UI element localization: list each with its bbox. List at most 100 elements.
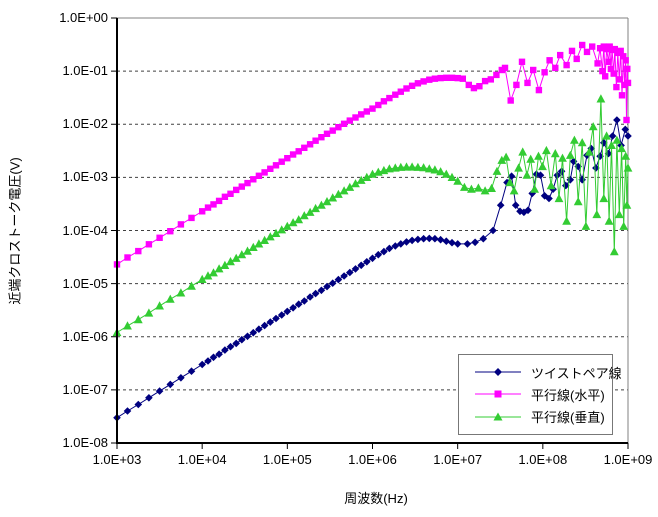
triangle-marker [282,221,292,230]
square-marker [244,179,251,187]
diamond-marker [243,332,252,341]
square-marker [363,108,370,115]
legend-label: 平行線(垂直) [531,410,605,426]
diamond-marker [311,289,320,298]
triangle-marker [447,172,457,181]
triangle-marker [474,183,483,192]
square-marker [318,134,325,141]
triangle-marker [621,151,631,160]
square-marker [295,148,302,155]
square-marker [431,75,439,82]
triangle-marker [604,216,614,225]
diamond-marker [204,357,212,365]
triangle-marker [299,211,309,220]
diamond-marker [363,258,371,266]
series-平行線(水平) [113,41,632,268]
square-marker [623,116,630,124]
diamond-marker [134,400,143,409]
square-marker [215,197,223,205]
square-marker [323,130,331,137]
legend-label: 平行線(水平) [531,387,605,403]
diamond-marker [272,314,280,323]
square-marker [620,53,627,60]
x-tick-label: 1.0E+05 [262,452,312,467]
triangle-marker [396,162,406,171]
triangle-marker [214,264,224,273]
square-marker [250,176,257,183]
square-marker [408,82,416,89]
triangle-marker [407,162,417,171]
triangle-marker [622,200,632,209]
legend: ツイストペア線 平行線(水平) 平行線(垂直) [458,354,622,435]
diamond-marker [511,201,520,209]
triangle-marker [526,154,536,163]
square-marker [487,76,494,83]
triangle-marker [402,162,411,171]
diamond-marker [436,235,445,244]
triangle-marker [424,164,434,173]
triangle-marker [220,260,230,269]
triangle-marker [460,182,469,191]
diamond-marker [489,226,497,235]
triangle-marker [430,165,440,174]
legend-item-parallel-vertical: 平行線(垂直) [473,408,606,426]
square-marker [599,67,606,75]
square-marker [272,162,280,169]
diamond-marker [431,234,439,243]
triangle-marker [362,172,372,181]
square-marker [221,193,229,200]
triangle-marker [530,184,539,193]
square-marker [573,55,580,63]
triangle-marker [328,193,338,202]
triangle-marker [492,166,502,175]
triangle-marker [155,301,164,310]
diamond-marker [442,237,451,245]
triangle-marker [592,209,602,219]
square-marker [437,74,444,82]
x-tick-label: 1.0E+09 [603,452,653,467]
triangle-marker [226,257,235,266]
triangle-marker [558,153,567,162]
triangle-marker [480,186,490,195]
square-marker [124,254,131,261]
square-marker [613,83,620,91]
triangle-marker [619,221,629,230]
diamond-marker [232,339,240,348]
triangle-marker [294,215,304,224]
diamond-marker [545,194,553,203]
series-line [116,43,629,265]
triangle-marker [305,207,315,216]
square-marker [426,76,433,83]
square-marker [621,81,628,89]
square-marker [227,190,234,197]
square-marker [352,114,359,121]
square-marker [605,58,612,65]
square-marker [414,80,422,87]
diamond-marker [283,307,292,316]
triangle-marker [243,246,252,255]
x-axis-title: 周波数(Hz) [344,491,408,506]
y-tick-label: 1.0E-01 [62,63,108,79]
square-marker [617,47,624,55]
triangle-marker [487,183,496,192]
diamond-marker [613,116,621,124]
diamond-marker [408,236,416,245]
legend-label: ツイストペア線 [531,365,622,381]
triangle-marker [254,239,264,248]
triangle-marker [288,218,298,227]
triangle-marker [588,122,598,131]
diamond-marker [323,282,331,291]
triangle-marker [453,176,463,185]
square-marker [392,91,399,98]
triangle-marker [546,181,556,190]
square-marker [470,84,478,92]
y-tick-label: 1.0E-05 [62,275,108,291]
square-marker [233,186,240,194]
triangle-marker [356,175,366,184]
triangle-marker [614,209,624,219]
square-marker [583,48,591,56]
diamond-marker [524,206,532,215]
square-marker [380,98,388,105]
square-marker [481,77,489,85]
diamond-marker [516,207,524,216]
